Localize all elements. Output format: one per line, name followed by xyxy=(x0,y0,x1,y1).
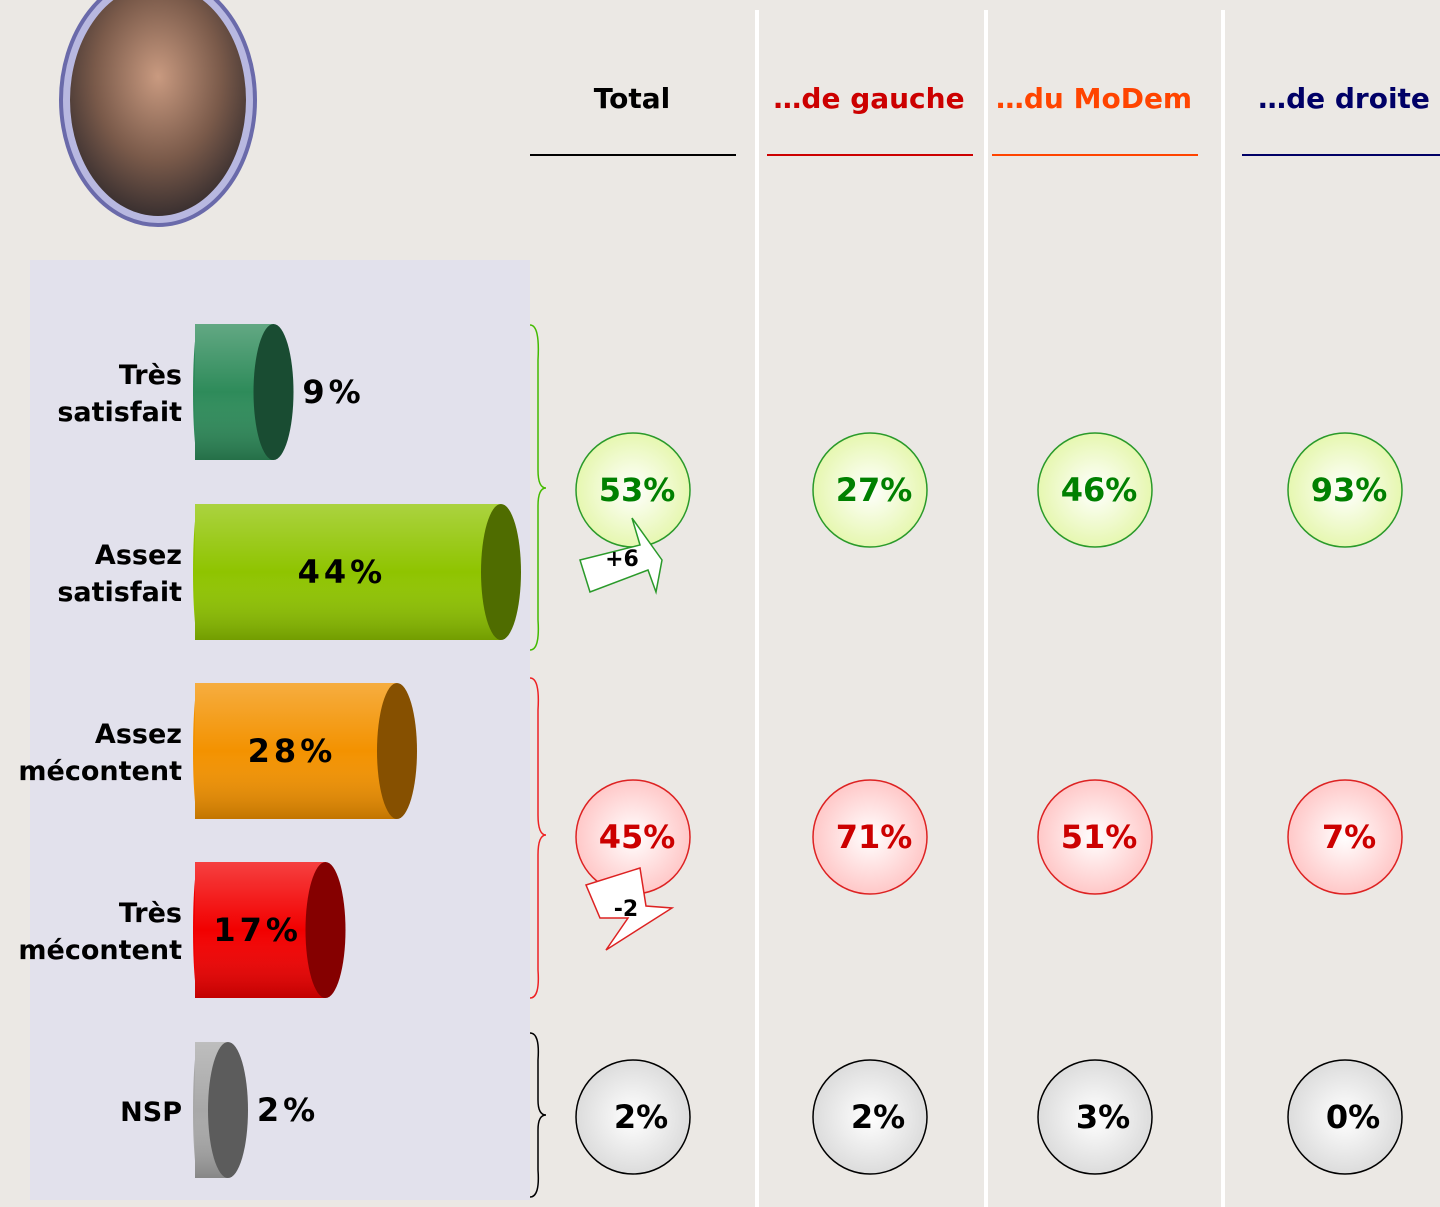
result-value: 0% xyxy=(1326,1098,1380,1136)
change-label: -2 xyxy=(614,897,638,922)
value-label: 17% xyxy=(213,911,302,949)
bar-cap xyxy=(305,862,346,998)
result-value: 53% xyxy=(599,471,676,509)
result-circle xyxy=(1037,779,1153,895)
result-value: 27% xyxy=(836,471,913,509)
column-header: …de gauche xyxy=(773,82,964,115)
result-circle xyxy=(1287,432,1403,548)
result-value: 93% xyxy=(1311,471,1388,509)
result-circle xyxy=(1037,432,1153,548)
bar-cap xyxy=(481,504,521,640)
result-circle xyxy=(1287,1059,1403,1175)
result-value: 7% xyxy=(1322,818,1376,856)
result-circle xyxy=(1287,779,1403,895)
value-label: 2% xyxy=(257,1091,319,1129)
category-label: NSP xyxy=(120,1096,182,1128)
result-circle xyxy=(812,779,928,895)
portrait xyxy=(70,0,246,216)
category-label: Assez satisfait xyxy=(57,540,182,608)
result-circle xyxy=(812,1059,928,1175)
result-value: 46% xyxy=(1061,471,1138,509)
bar-cap xyxy=(208,1042,248,1178)
brace xyxy=(529,677,547,999)
change-label: +6 xyxy=(605,547,639,572)
category-label: Très satisfait xyxy=(57,360,182,428)
bar-shade xyxy=(195,683,397,819)
column-header: …de droite xyxy=(1258,82,1430,115)
column-header: …du MoDem xyxy=(996,82,1192,115)
bar-cap xyxy=(253,324,294,460)
category-label: Très mécontent xyxy=(18,898,182,966)
result-value: 45% xyxy=(599,818,676,856)
result-value: 2% xyxy=(851,1098,905,1136)
result-circle xyxy=(1037,1059,1153,1175)
bar-shade xyxy=(195,862,326,998)
category-label: Assez mécontent xyxy=(18,719,182,787)
brace xyxy=(529,324,547,651)
result-value: 51% xyxy=(1061,818,1138,856)
brace xyxy=(529,1032,547,1198)
bar-cap xyxy=(377,683,417,819)
result-circle xyxy=(812,432,928,548)
value-label: 28% xyxy=(248,732,337,770)
bar-shade xyxy=(195,504,501,640)
change-arrow xyxy=(584,867,675,951)
result-value: 3% xyxy=(1076,1098,1130,1136)
column-header: Total xyxy=(594,82,671,115)
value-label: 9% xyxy=(302,373,364,411)
value-label: 44% xyxy=(298,553,387,591)
change-arrow xyxy=(579,517,663,595)
result-circle xyxy=(575,1059,691,1175)
result-value: 2% xyxy=(614,1098,668,1136)
result-value: 71% xyxy=(836,818,913,856)
